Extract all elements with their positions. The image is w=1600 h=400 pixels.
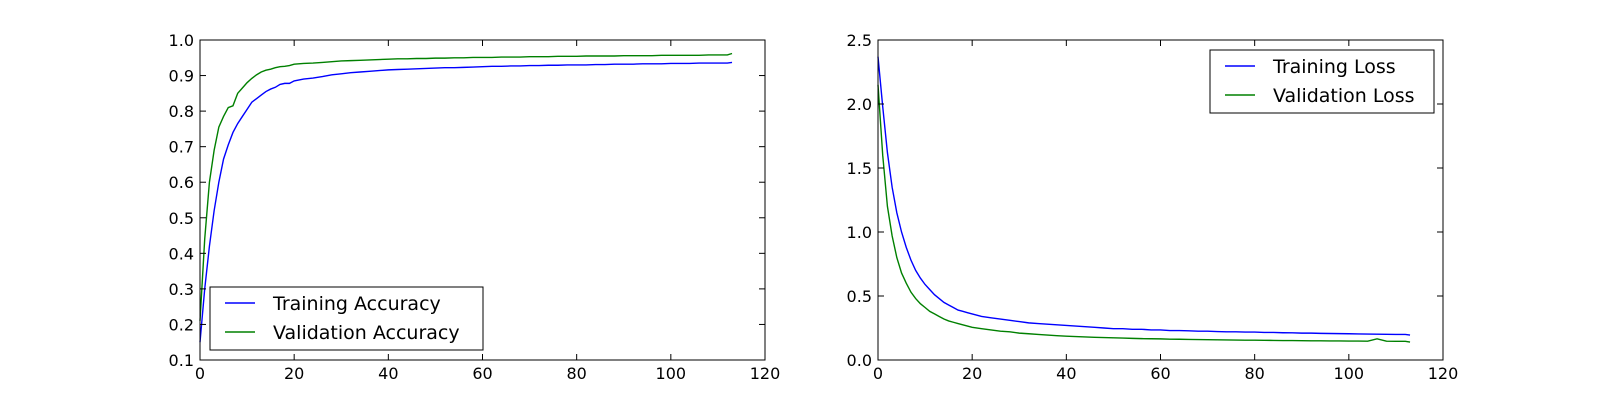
y-tick-label: 0.0	[847, 351, 872, 370]
legend-label: Training Loss	[1272, 56, 1396, 78]
y-tick-label: 0.8	[169, 102, 194, 121]
legend-label: Validation Accuracy	[273, 322, 460, 344]
legend-2: Training Loss Validation Loss	[1209, 49, 1435, 114]
x-tick-label: 0	[873, 364, 883, 383]
x-tick-label: 120	[750, 364, 781, 383]
y-tick-label: 0.6	[169, 173, 194, 192]
chart-1: 0 20 40 60 80 100 120 0.1 0.2 0.3 0.4 0.5 0.6 0.7 0.8 0…	[169, 31, 781, 383]
x-tick-label: 60	[1150, 364, 1170, 383]
x-tick-label: 40	[1056, 364, 1076, 383]
y-tick-label: 0.4	[169, 244, 194, 263]
x-tick-label: 100	[1334, 364, 1365, 383]
y-tick-label: 0.1	[169, 351, 194, 370]
series-line-1-2	[199, 52, 733, 321]
x-tick-label: 40	[378, 364, 398, 383]
x-tick-label: 60	[472, 364, 492, 383]
y-tick-label: 0.5	[169, 209, 194, 228]
series-line-2-1	[877, 56, 1411, 336]
y-tick-label: 0.9	[169, 67, 194, 86]
x-tick-label: 0	[195, 364, 205, 383]
y-tick-label: 2.5	[847, 31, 872, 50]
y-tick-label: 1.0	[169, 31, 194, 50]
chart-2: 0 20 40 60 80 100 120 0.0 0.5 1.0 1.5 2.0 2.5 Trainin…	[847, 31, 1459, 383]
x-tick-label: 100	[656, 364, 687, 383]
series-line-1-1	[199, 61, 733, 343]
legend-label: Training Accuracy	[272, 293, 441, 315]
x-tick-label: 120	[1428, 364, 1459, 383]
y-tick-label: 0.3	[169, 280, 194, 299]
x-tick-label: 80	[1244, 364, 1264, 383]
legend-box	[209, 286, 484, 351]
y-tick-label: 0.5	[847, 287, 872, 306]
legend-1: Training Accuracy Validation Accuracy	[209, 286, 484, 351]
x-tick-label: 20	[284, 364, 304, 383]
legend-box	[1209, 49, 1435, 114]
y-tick-label: 0.7	[169, 138, 194, 157]
y-tick-label: 1.0	[847, 223, 872, 242]
y-tick-label: 2.0	[847, 95, 872, 114]
y-tick-label: 0.2	[169, 315, 194, 334]
x-tick-label: 20	[962, 364, 982, 383]
series-line-2-2	[877, 84, 1411, 343]
x-tick-label: 80	[566, 364, 586, 383]
y-tick-label: 1.5	[847, 159, 872, 178]
legend-label: Validation Loss	[1273, 85, 1415, 107]
